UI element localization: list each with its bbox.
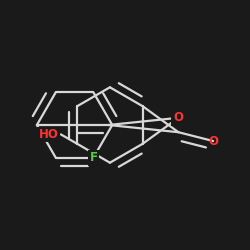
Text: O: O	[208, 134, 218, 147]
Text: O: O	[174, 111, 184, 124]
Text: F: F	[90, 151, 98, 164]
Text: HO: HO	[39, 128, 59, 141]
